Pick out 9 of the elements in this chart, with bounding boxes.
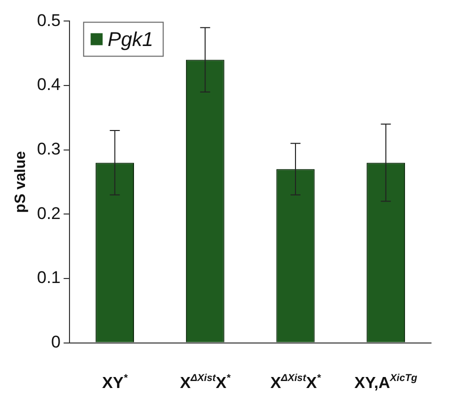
x-tick-label: XY* bbox=[102, 373, 129, 392]
y-tick-label: 0.3 bbox=[36, 140, 61, 159]
y-tick-label: 0.5 bbox=[36, 10, 61, 30]
y-tick-label: 0.1 bbox=[36, 268, 61, 288]
y-axis-title: pS value bbox=[12, 151, 30, 213]
y-tick-label: 0 bbox=[51, 332, 61, 352]
y-tick-label: 0.2 bbox=[36, 204, 61, 223]
y-tick-label: 0.4 bbox=[36, 75, 61, 94]
legend-label: Pgk1 bbox=[108, 28, 154, 51]
